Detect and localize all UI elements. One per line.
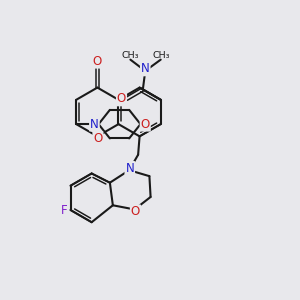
Text: O: O bbox=[117, 92, 126, 105]
Text: F: F bbox=[61, 203, 68, 217]
Text: O: O bbox=[93, 55, 102, 68]
Text: N: N bbox=[141, 62, 150, 75]
Text: N: N bbox=[90, 118, 99, 130]
Text: N: N bbox=[125, 162, 134, 175]
Text: O: O bbox=[141, 118, 150, 130]
Text: O: O bbox=[131, 205, 140, 218]
Text: O: O bbox=[93, 132, 103, 145]
Text: CH₃: CH₃ bbox=[121, 51, 139, 60]
Text: CH₃: CH₃ bbox=[152, 51, 170, 60]
